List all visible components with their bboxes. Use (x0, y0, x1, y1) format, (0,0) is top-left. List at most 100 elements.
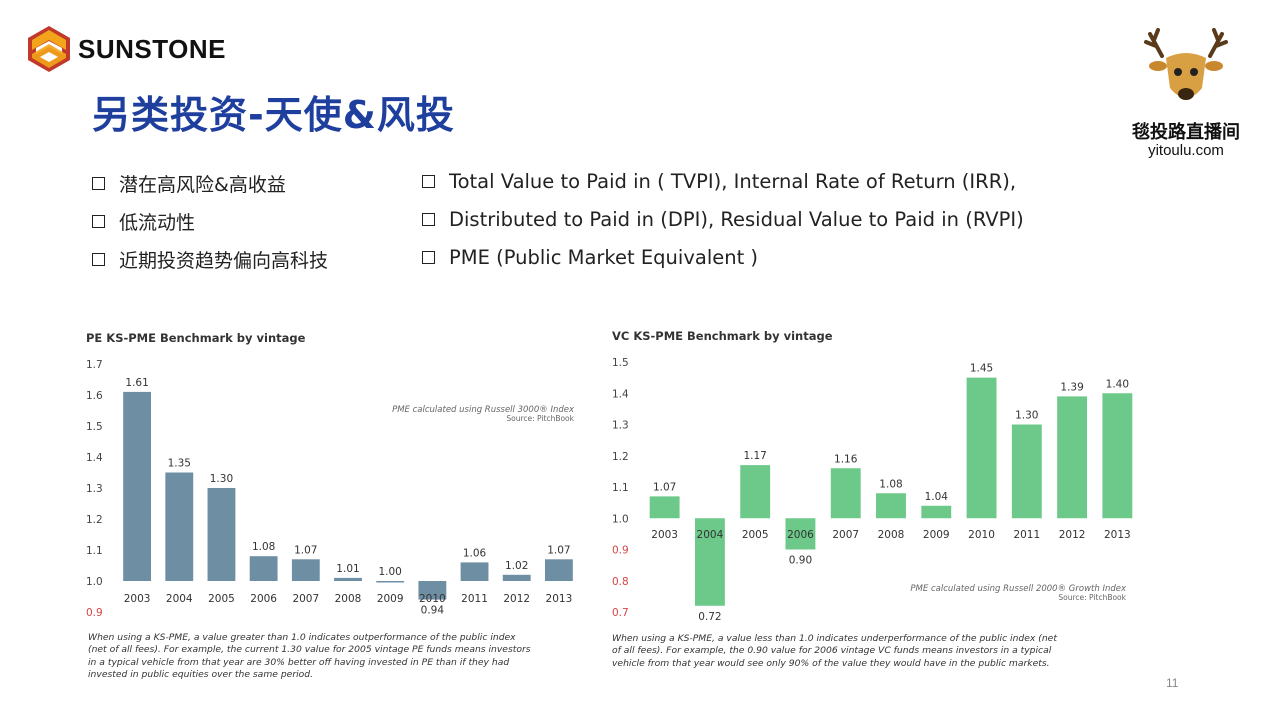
deer-icon (1144, 28, 1228, 100)
y-tick-label: 1.5 (86, 421, 103, 433)
bullet-text: Distributed to Paid in (DPI), Residual V… (449, 207, 1024, 231)
x-tick-label: 2007 (292, 593, 319, 605)
x-tick-label: 2008 (335, 593, 362, 605)
bar-2006 (249, 556, 278, 581)
pe-chart-svg: PE KS-PME Benchmark by vintage 1.7 1.6 1.5 1… (86, 331, 575, 619)
bar-2009 (921, 505, 952, 519)
data-label: 1.17 (743, 450, 766, 462)
x-tick-label: 2005 (208, 593, 235, 605)
slide-title: 另类投资-天使&风投 (92, 93, 455, 137)
bar-2003 (649, 496, 680, 519)
checkbox-icon (422, 250, 435, 264)
data-label: 1.39 (1060, 381, 1083, 393)
badge-chinese-text: 毯投路直播间 (1132, 122, 1240, 143)
chart-source-note: PME calculated using Russell 3000® Index (392, 405, 575, 415)
bullet-item: 近期投资趋势偏向高科技 (92, 240, 328, 278)
footnote-line: When using a KS-PME, a value less than 1… (612, 633, 1057, 644)
data-label: 1.01 (336, 563, 359, 575)
bar-2011 (460, 562, 489, 581)
bar-2005 (207, 488, 236, 581)
vc-chart: VC KS-PME Benchmark by vintage 1.5 1.4 1.3 1… (606, 324, 1156, 628)
bar-2008 (334, 577, 362, 581)
x-tick-label: 2009 (377, 593, 404, 605)
data-label: 1.45 (970, 363, 993, 375)
bullet-text: 潜在高风险&高收益 (119, 173, 286, 196)
bar-2012 (502, 574, 531, 581)
bar-2005 (740, 465, 771, 519)
y-tick-label: 1.4 (612, 388, 629, 400)
y-tick-label: 1.0 (86, 576, 103, 588)
bullet-list-right: Total Value to Paid in ( TVPI), Internal… (422, 162, 1024, 276)
x-tick-label: 2011 (461, 593, 488, 605)
data-label: 1.08 (252, 541, 275, 553)
bullet-text: 低流动性 (119, 211, 196, 234)
bar-2007 (291, 559, 320, 581)
data-label: 1.07 (294, 544, 317, 556)
data-label: 1.07 (547, 544, 570, 556)
bar-2009 (376, 581, 405, 583)
chart-source-name: Source: PitchBook (506, 414, 574, 423)
bar-2008 (876, 493, 906, 519)
y-tick-label: 1.4 (86, 452, 103, 464)
data-label: 0.72 (698, 611, 721, 623)
data-label: 1.08 (879, 478, 902, 490)
sunstone-logo-icon (28, 26, 70, 72)
y-tick-label: 1.2 (612, 451, 629, 463)
footnote-line: invested in public equities over the sam… (88, 668, 314, 680)
y-tick-label: 1.5 (612, 357, 629, 369)
bar-2012 (1057, 396, 1088, 519)
checkbox-icon (92, 176, 105, 190)
y-tick-label: 1.1 (86, 545, 103, 557)
footnote-line: in a typical vehicle from that year are … (88, 656, 510, 668)
bar-2007 (830, 468, 861, 519)
x-tick-label: 2013 (1104, 529, 1131, 541)
x-tick-label: 2013 (546, 593, 573, 605)
x-tick-label: 2009 (923, 529, 950, 541)
x-tick-label: 2005 (742, 529, 769, 541)
y-tick-label: 1.3 (86, 483, 103, 495)
data-label: 1.61 (125, 377, 148, 389)
bullet-item: PME (Public Market Equivalent ) (422, 238, 1024, 276)
x-tick-label: 2004 (166, 593, 193, 605)
data-label: 1.40 (1106, 378, 1129, 390)
bullet-item: Total Value to Paid in ( TVPI), Internal… (422, 162, 1024, 200)
data-label: 1.30 (210, 473, 233, 485)
footnote-line: of all fees). For example, the 0.90 valu… (612, 645, 1052, 657)
bar-2006 (785, 518, 816, 550)
pe-footnote: When using a KS-PME, a value greater tha… (88, 632, 608, 681)
x-tick-label: 2008 (878, 529, 905, 541)
x-tick-label: 2004 (697, 529, 724, 541)
pe-chart-title: PE KS-PME Benchmark by vintage (86, 331, 306, 345)
x-tick-label: 2010 (419, 593, 446, 605)
bullet-item: 潜在高风险&高收益 (92, 164, 328, 202)
y-tick-label: 0.9 (612, 545, 629, 557)
bar-2011 (1011, 424, 1042, 519)
data-label: 1.16 (834, 453, 858, 465)
data-label: 1.02 (505, 560, 528, 572)
sunstone-logo: SUNSTONE (24, 24, 244, 76)
chart-source-name: Source: PitchBook (1058, 593, 1126, 602)
pe-chart: PE KS-PME Benchmark by vintage 1.7 1.6 1.5 1… (80, 326, 590, 630)
vc-footnote: When using a KS-PME, a value less than 1… (612, 633, 1172, 670)
data-label: 1.06 (463, 547, 487, 559)
bar-2013 (544, 559, 573, 581)
y-tick-label: 1.7 (86, 359, 103, 371)
bar-2004 (165, 472, 194, 581)
bullet-item: Distributed to Paid in (DPI), Residual V… (422, 200, 1024, 238)
bar-2004 (694, 518, 725, 606)
bullet-item: 低流动性 (92, 202, 328, 240)
checkbox-icon (92, 252, 105, 266)
bar-2010 (418, 581, 447, 600)
y-tick-label: 0.8 (612, 576, 629, 588)
x-tick-label: 2003 (651, 529, 678, 541)
y-tick-label: 1.2 (86, 514, 103, 526)
y-tick-label: 0.7 (612, 607, 629, 619)
yitoulu-badge: 毯投路直播间 yitoulu.com (1116, 26, 1256, 166)
data-label: 1.00 (378, 566, 401, 578)
chart-source-note: PME calculated using Russell 2000® Growt… (910, 584, 1127, 594)
x-tick-label: 2006 (250, 593, 277, 605)
vc-chart-svg: VC KS-PME Benchmark by vintage 1.5 1.4 1.3 1… (612, 329, 1133, 623)
footnote-line: When using a KS-PME, a value greater tha… (88, 632, 516, 643)
bullet-text: PME (Public Market Equivalent ) (449, 245, 759, 269)
footnote-line: vehicle from that year would see only 90… (612, 657, 1050, 669)
